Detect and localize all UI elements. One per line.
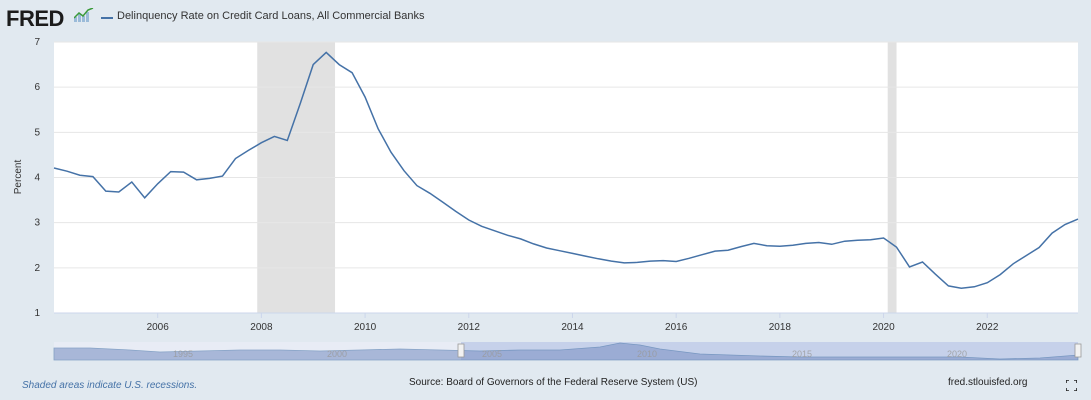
navigator-right-handle[interactable] — [1074, 343, 1082, 358]
fred-chart-icon — [74, 8, 94, 22]
site-link[interactable]: fred.stlouisfed.org — [948, 377, 1028, 388]
y-tick-label: 5 — [34, 127, 40, 138]
y-tick-label: 6 — [34, 82, 40, 93]
x-tick-label: 2010 — [354, 322, 377, 333]
x-tick-label: 2016 — [665, 322, 688, 333]
navigator-ticks: 1995 2000 2005 2010 2015 2020 — [173, 349, 967, 359]
y-axis-ticks: 1 2 3 4 5 6 7 — [34, 37, 40, 319]
y-tick-label: 2 — [34, 263, 40, 274]
navigator-left-handle[interactable] — [457, 343, 465, 358]
grid — [54, 41, 1078, 269]
x-tick-label: 2014 — [561, 322, 584, 333]
series-title: Delinquency Rate on Credit Card Loans, A… — [117, 10, 425, 22]
y-tick-label: 3 — [34, 218, 40, 229]
chart: 1 2 3 4 5 6 7 2006 2008 2010 2012 2014 2016 2018 2020… — [13, 37, 1082, 361]
x-tick-label: 2008 — [250, 322, 273, 333]
y-tick-label: 7 — [34, 37, 40, 48]
x-tick-label: 2012 — [458, 322, 481, 333]
navigator-tick-label: 2020 — [947, 349, 967, 359]
y-tick-label: 4 — [34, 173, 40, 184]
navigator-tick-label: 2005 — [482, 349, 502, 359]
fullscreen-icon[interactable] — [1066, 380, 1077, 391]
navigator-tick-label: 2015 — [792, 349, 812, 359]
navigator-tick-label: 2010 — [637, 349, 657, 359]
x-tick-label: 2006 — [147, 322, 170, 333]
x-axis-ticks: 2006 2008 2010 2012 2014 2016 2018 2020 2022 — [54, 312, 1078, 333]
y-axis-label: Percent — [13, 160, 24, 195]
navigator-tick-label: 1995 — [173, 349, 193, 359]
range-navigator[interactable]: 1995 2000 2005 2010 2015 2020 — [53, 342, 1082, 361]
recession-note: Shaded areas indicate U.S. recessions. — [22, 380, 198, 391]
navigator-tick-label: 2000 — [327, 349, 347, 359]
x-tick-label: 2022 — [976, 322, 999, 333]
x-tick-label: 2020 — [872, 322, 895, 333]
series-line — [53, 51, 1079, 289]
legend-line-swatch — [101, 17, 113, 19]
fred-logo[interactable]: FRED — [6, 6, 64, 31]
source-text: Source: Board of Governors of the Federa… — [409, 377, 698, 388]
navigator-series — [53, 342, 1079, 361]
y-tick-label: 1 — [34, 308, 40, 319]
x-tick-label: 2018 — [769, 322, 792, 333]
